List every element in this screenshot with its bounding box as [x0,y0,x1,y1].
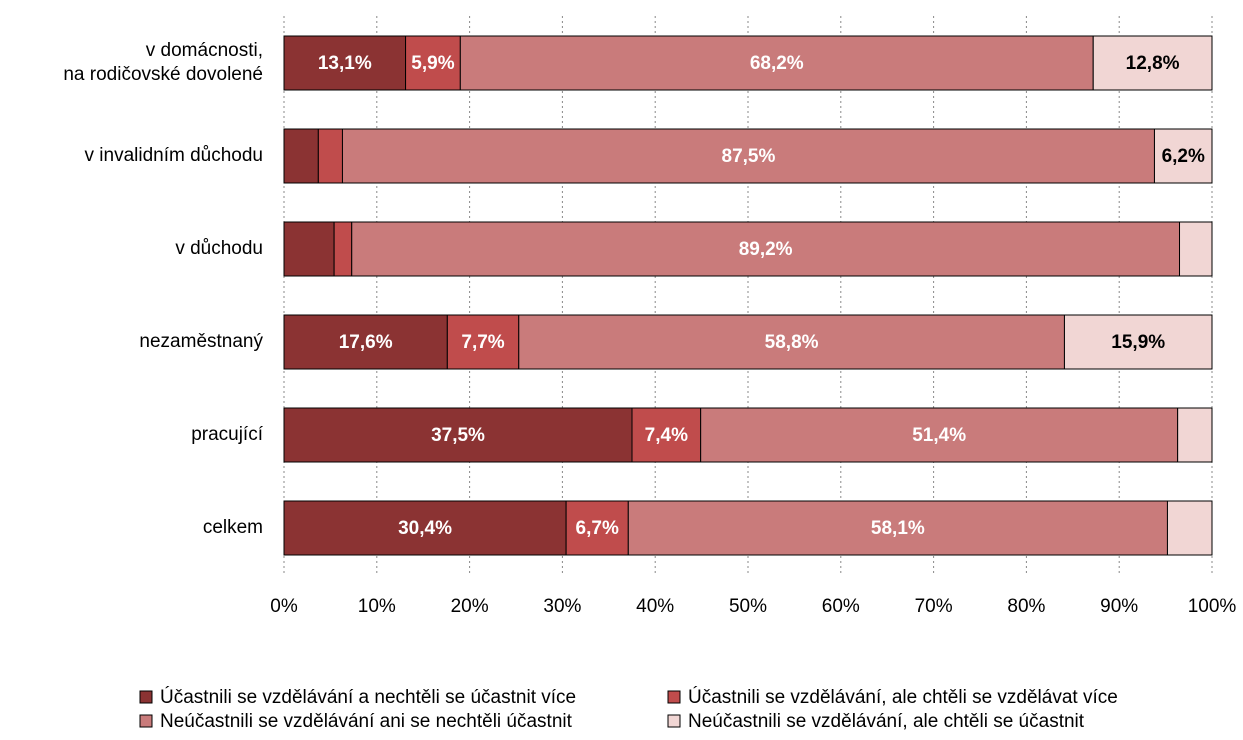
bar-segment [283,500,567,556]
bar-segment [1153,128,1213,184]
bar-segment [1166,500,1213,556]
value-label: 87,5% [722,146,776,167]
value-label: 30,4% [398,518,452,539]
x-tick-label: 0% [270,596,298,617]
y-tick-label: pracující [191,424,263,445]
value-label: 5,9% [411,53,454,74]
bar-segment [283,128,319,184]
value-label: 89,2% [739,239,793,260]
value-label: 12,8% [1126,53,1180,74]
legend-label: Účastnili se vzdělávání, ale chtěli se v… [688,686,1118,708]
legend-label: Neúčastnili se vzdělávání, ale chtěli se… [688,711,1085,732]
bar-segment [1063,314,1213,370]
bar-segment [317,128,343,184]
bar-segment [1179,221,1213,277]
x-tick-label: 60% [822,596,860,617]
value-label: 68,2% [750,53,804,74]
legend-swatch [667,714,681,728]
bar-segment [283,221,335,277]
bar-segment [518,314,1065,370]
bar-segment [631,407,702,463]
value-label: 13,1% [318,53,372,74]
value-label: 7,4% [645,425,688,446]
legend-swatch [667,690,681,704]
legend-swatch [139,714,153,728]
y-tick-label: v domácnosti, na rodičovské dovolené [63,40,263,85]
value-label: 6,2% [1162,146,1205,167]
value-label: 58,8% [765,332,819,353]
bar-segment [283,314,448,370]
value-label: 6,7% [576,518,619,539]
x-tick-label: 90% [1100,596,1138,617]
value-label: 58,1% [871,518,925,539]
bar-segment [351,221,1181,277]
bar-segment [333,221,353,277]
x-tick-label: 40% [636,596,674,617]
y-tick-label: nezaměstnaný [139,331,263,352]
y-tick-label: celkem [202,517,263,538]
bar-segment [1177,407,1213,463]
legend-label: Neúčastnili se vzdělávání ani se nechtěl… [160,711,573,732]
bar-segment [1092,35,1213,91]
bar-segment [405,35,461,91]
bar-segment [459,35,1094,91]
x-tick-label: 30% [543,596,581,617]
x-tick-label: 20% [451,596,489,617]
x-tick-label: 10% [358,596,396,617]
bar-segment [283,407,633,463]
value-label: 7,7% [461,332,504,353]
legend-swatch [139,690,153,704]
x-tick-label: 50% [729,596,767,617]
bar-segment [627,500,1168,556]
x-tick-label: 100% [1188,596,1237,617]
legend-label: Účastnili se vzdělávání a nechtěli se úč… [160,686,576,708]
bar-segment [565,500,629,556]
value-label: 51,4% [912,425,966,446]
value-label: 17,6% [339,332,393,353]
bar-segment [283,35,407,91]
value-label: 37,5% [431,425,485,446]
value-label: 15,9% [1111,332,1165,353]
x-tick-label: 80% [1007,596,1045,617]
bar-segment [700,407,1179,463]
x-tick-label: 70% [915,596,953,617]
y-tick-label: v důchodu [175,238,263,259]
bar-segment [446,314,520,370]
y-tick-label: v invalidním důchodu [84,145,264,166]
